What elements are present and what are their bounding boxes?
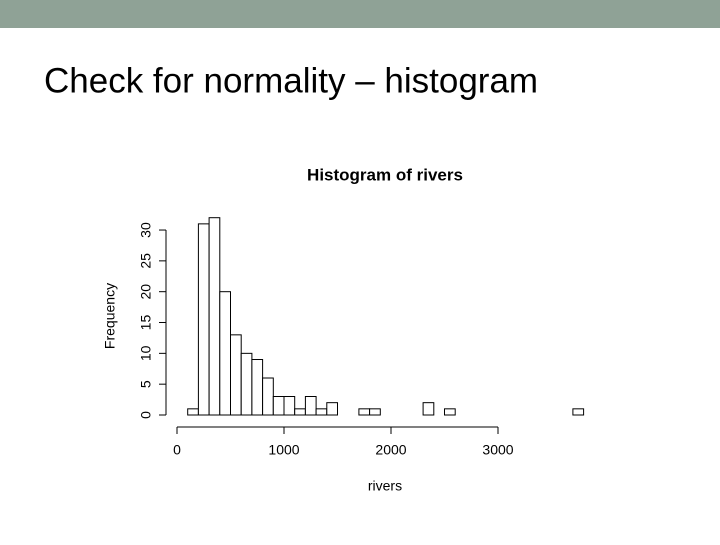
bar — [444, 408, 456, 416]
y-tick-label: 0 — [138, 411, 154, 419]
bar — [187, 408, 199, 416]
bar — [272, 396, 285, 416]
bar — [572, 408, 585, 416]
bar — [304, 396, 317, 416]
bar — [326, 402, 338, 416]
y-tick-label: 30 — [138, 222, 154, 238]
y-tick-label: 20 — [138, 284, 154, 300]
y-tick-label: 15 — [138, 315, 154, 331]
top-bar — [0, 0, 720, 28]
x-tick-label: 2000 — [375, 442, 406, 458]
x-tick-label: 0 — [173, 442, 181, 458]
chart-title: Histogram of rivers — [307, 165, 463, 184]
x-tick-label: 1000 — [268, 442, 299, 458]
bar — [208, 217, 221, 416]
y-tick-label: 25 — [138, 253, 154, 269]
x-tick-label: 3000 — [482, 442, 513, 458]
bar — [240, 352, 253, 416]
bar — [219, 291, 232, 416]
bar — [262, 377, 274, 416]
bar — [422, 402, 435, 416]
bar — [294, 408, 306, 416]
y-tick-label: 10 — [138, 345, 154, 361]
bar — [358, 408, 371, 416]
bar — [369, 408, 381, 416]
bar — [315, 408, 328, 416]
bar — [251, 359, 264, 416]
y-tick-label: 5 — [138, 380, 154, 388]
bar — [283, 396, 296, 416]
y-axis-label: Frequency — [102, 283, 118, 349]
x-axis-label: rivers — [368, 478, 402, 494]
slide-title: Check for normality – histogram — [44, 61, 538, 100]
bar — [230, 334, 242, 416]
bar — [197, 223, 210, 416]
